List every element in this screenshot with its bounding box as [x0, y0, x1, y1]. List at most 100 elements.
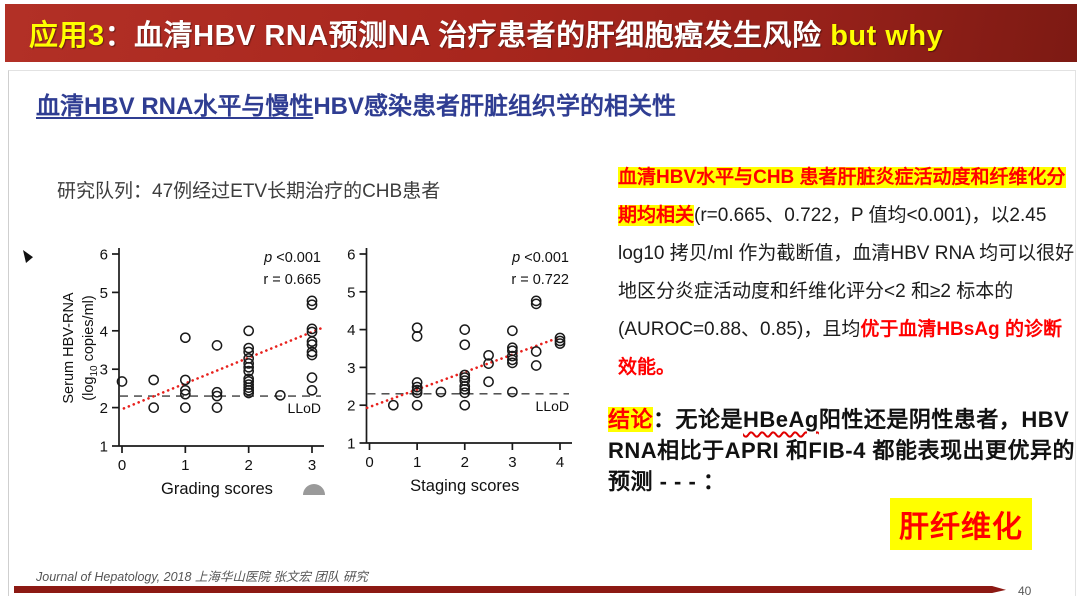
data-point	[554, 338, 566, 349]
text-segment: but why	[830, 20, 944, 52]
data-point	[459, 383, 471, 395]
data-point	[554, 332, 566, 344]
data-point	[306, 346, 318, 358]
text-segment: ：无论是	[653, 407, 744, 432]
data-point	[179, 388, 191, 400]
slide-title-bar: 应用3：血清HBV RNA预测NA 治疗患者的肝细胞癌发生风险 but why	[5, 4, 1077, 62]
data-point	[179, 374, 191, 386]
text-segment: 应用3	[29, 20, 105, 52]
trend-line	[122, 326, 323, 410]
x-axis-title: Staging scores	[410, 477, 519, 495]
x-tick-label: 4	[556, 454, 564, 471]
data-point	[483, 376, 494, 388]
data-point	[483, 358, 494, 369]
data-point	[211, 340, 223, 351]
data-point	[179, 332, 191, 344]
data-point	[306, 349, 318, 361]
data-point	[530, 298, 542, 310]
data-point	[530, 295, 542, 307]
data-point	[306, 372, 318, 383]
data-point	[148, 402, 160, 413]
x-tick-label: 3	[508, 454, 516, 471]
conclusion-highlight-term: 肝纤维化	[890, 498, 1032, 550]
data-point	[435, 386, 447, 398]
data-point	[507, 354, 518, 366]
y-tick-label: 5	[347, 284, 355, 301]
citation-footer: Journal of Hepatology, 2018 上海华山医院 张文宏 团…	[36, 570, 368, 584]
data-point	[306, 384, 318, 396]
data-point	[507, 325, 518, 337]
p-value-label: p <0.001	[511, 250, 569, 266]
y-tick-label: 3	[100, 362, 108, 379]
data-point	[116, 376, 128, 387]
text-segment: HBeAg	[743, 407, 819, 432]
llod-label: LLoD	[288, 400, 321, 416]
page-number: 40	[1018, 584, 1032, 598]
gray-semicircle-decoration	[303, 484, 325, 495]
x-tick-label: 1	[181, 457, 189, 474]
data-point	[148, 374, 160, 386]
text-segment: 阳性还是阴性患者，HBV RNA相比于APRI 和FIB-4 都能表现出更优异的…	[608, 407, 1075, 494]
data-point	[306, 336, 318, 347]
x-tick-label: 0	[118, 457, 126, 474]
r-value-label: r = 0.722	[511, 272, 569, 288]
text-segment: 结论	[608, 407, 654, 432]
data-point	[179, 402, 191, 413]
y-tick-label: 6	[347, 247, 355, 264]
data-point	[507, 357, 518, 369]
data-point	[306, 299, 318, 311]
data-point	[243, 358, 255, 369]
y-tick-label: 1	[347, 436, 355, 453]
data-point	[179, 384, 191, 396]
x-tick-label: 2	[461, 454, 469, 471]
data-point	[306, 295, 318, 307]
data-point	[243, 325, 255, 337]
y-tick-label: 3	[347, 360, 355, 377]
y-tick-label: 4	[100, 323, 108, 340]
y-tick-label: 5	[100, 285, 108, 302]
data-point	[507, 342, 518, 354]
data-point	[411, 387, 423, 399]
data-point	[530, 360, 542, 371]
x-tick-label: 1	[413, 454, 421, 471]
data-point	[306, 323, 318, 335]
x-tick-label: 2	[244, 457, 252, 474]
y-tick-label: 2	[100, 400, 108, 417]
data-point	[243, 379, 255, 390]
data-point	[459, 399, 471, 411]
data-point	[211, 386, 223, 398]
llod-label: LLoD	[536, 398, 569, 414]
section-subtitle: 血清HBV RNA水平与慢性HBV感染患者肝脏组织学的相关性	[36, 86, 676, 121]
subtitle-underlined-part: 血清HBV RNA水平与慢性	[36, 93, 314, 120]
data-point	[243, 361, 255, 373]
conclusion-paragraph: 结论：无论是HBeAg阳性还是阴性患者，HBV RNA相比于APRI 和FIB-…	[608, 404, 1080, 497]
data-point	[411, 331, 423, 342]
data-point	[459, 339, 471, 351]
y-tick-label: 2	[347, 398, 355, 415]
data-point	[459, 324, 471, 335]
data-point	[211, 390, 223, 402]
data-point	[243, 387, 255, 399]
slide-title: 应用3：血清HBV RNA预测NA 治疗患者的肝细胞癌发生风险 but why	[29, 12, 943, 54]
data-point	[411, 377, 423, 388]
data-point	[530, 346, 542, 357]
data-point	[387, 399, 399, 411]
data-point	[411, 322, 423, 334]
text-segment: ：血清HBV RNA预测NA 治疗患者的肝细胞癌发生风险	[104, 20, 831, 52]
bottom-accent-bar	[14, 586, 1006, 593]
y-tick-label: 6	[100, 247, 108, 264]
y-tick-label: 4	[347, 322, 355, 339]
data-point	[459, 380, 471, 392]
data-point	[459, 387, 471, 399]
r-value-label: r = 0.665	[263, 272, 321, 288]
data-point	[507, 386, 518, 398]
data-point	[243, 346, 255, 358]
data-point	[306, 339, 318, 350]
subtitle-rest-part: HBV感染患者肝脏组织学的相关性	[313, 93, 677, 120]
triangle-mark-icon	[23, 250, 33, 263]
content-frame	[8, 70, 1076, 596]
y-tick-label: 1	[100, 439, 108, 456]
text-segment: (r=0.665、0.722，P 值均<0.001)，以2.45 log10 拷…	[618, 205, 1075, 340]
